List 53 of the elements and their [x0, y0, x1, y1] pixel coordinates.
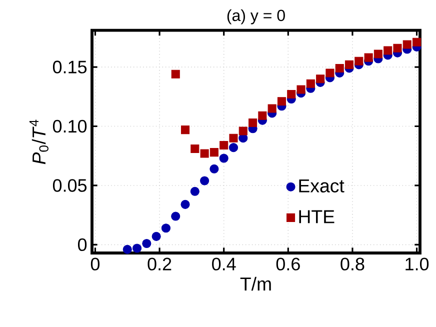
y-tick-label: 0: [78, 238, 87, 252]
point: [142, 238, 152, 248]
point: [219, 154, 228, 163]
chart-title: (a) y = 0: [227, 9, 285, 24]
point: [268, 104, 276, 113]
y-tick-label: 0.05: [52, 179, 87, 192]
point: [190, 186, 200, 196]
point: [393, 44, 402, 52]
point: [152, 232, 161, 241]
point: [287, 90, 296, 99]
point: [180, 126, 190, 134]
point: [122, 244, 132, 254]
point: [200, 176, 210, 186]
point: [402, 40, 412, 49]
legend-label: Exact: [299, 179, 344, 192]
point: [412, 38, 422, 46]
point: [335, 64, 344, 72]
point: [258, 111, 267, 120]
x-tick-label: 0: [90, 258, 100, 270]
x-tick-label: 0.6: [276, 258, 300, 270]
point: [374, 50, 382, 58]
point: [132, 244, 142, 253]
x-tick-label: 1.0: [406, 258, 429, 270]
x-tick-label: 0.4: [212, 258, 236, 270]
point: [180, 200, 190, 209]
point: [171, 70, 180, 78]
point: [190, 144, 200, 154]
legend-label: HTE: [299, 210, 334, 224]
point: [344, 60, 354, 69]
point: [220, 140, 228, 150]
point: [316, 74, 325, 84]
point: [384, 46, 392, 55]
point: [200, 149, 209, 158]
y-tick-label: 0.15: [52, 60, 87, 74]
x-tick-label: 0.2: [148, 258, 172, 270]
y-tick-label: 0.10: [52, 120, 87, 133]
y-axis-title: P$_{0}$/T$^{4}$: [29, 120, 48, 164]
point: [171, 212, 180, 221]
x-axis-title: T/m: [240, 276, 271, 291]
point: [210, 164, 219, 174]
point: [228, 143, 238, 152]
point: [161, 224, 170, 233]
point: [306, 79, 315, 88]
point: [364, 53, 373, 62]
point: [248, 118, 258, 127]
x-tick-label: 0.8: [340, 258, 364, 270]
point: [354, 56, 364, 66]
point: [326, 68, 334, 78]
point: [238, 126, 248, 136]
point: [229, 134, 238, 142]
point: [210, 148, 218, 157]
point: [296, 85, 306, 94]
point: [277, 97, 286, 106]
